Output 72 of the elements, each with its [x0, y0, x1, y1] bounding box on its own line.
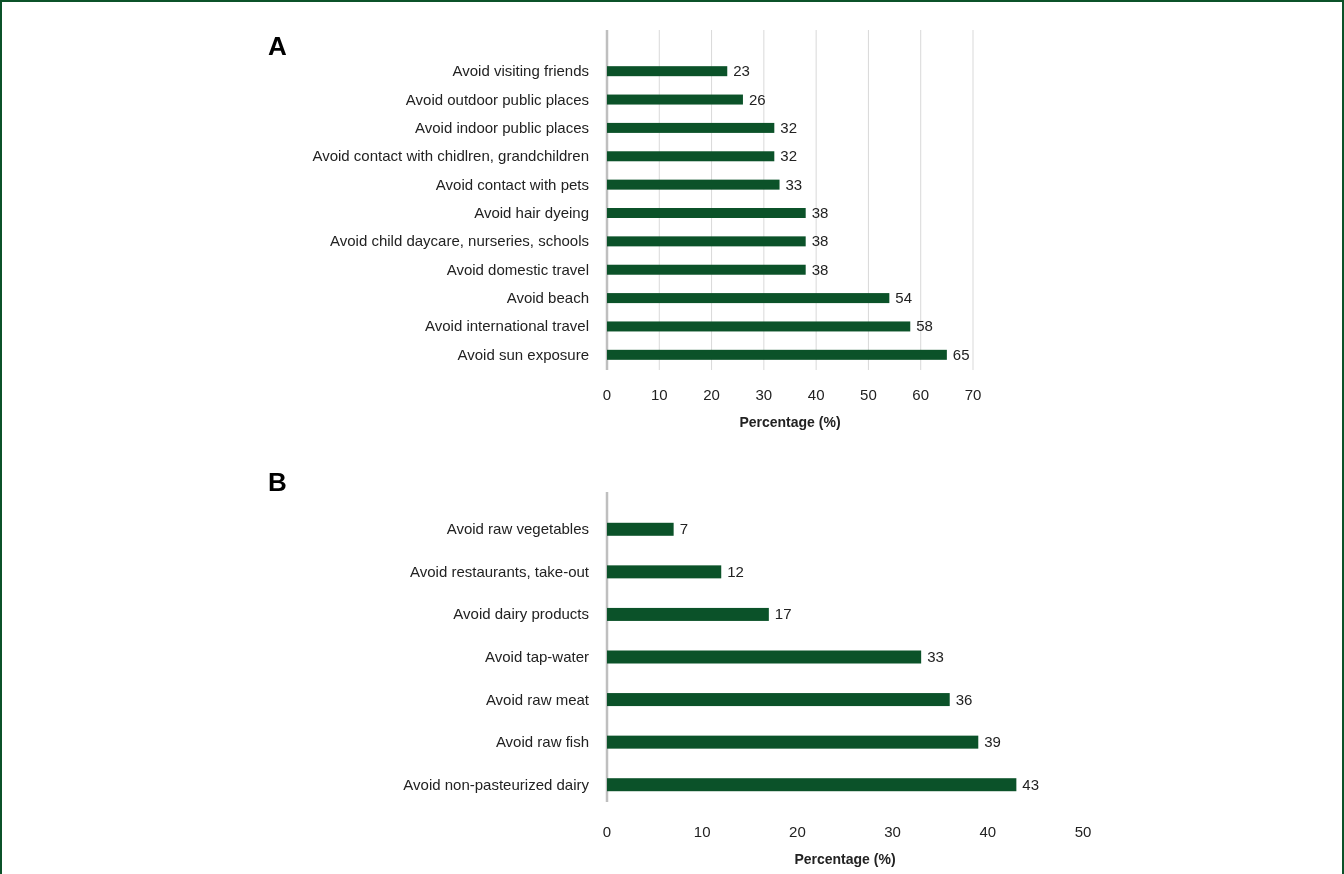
y-tick-label: Avoid visiting friends — [452, 62, 589, 80]
data-label: 54 — [895, 289, 913, 307]
data-label: 17 — [774, 605, 792, 623]
data-label: 58 — [916, 317, 933, 335]
y-tick-label: Avoid tap-water — [485, 648, 589, 665]
bar — [607, 349, 947, 360]
bar — [607, 236, 806, 247]
bar — [607, 264, 806, 275]
bar — [607, 321, 911, 332]
data-label: 32 — [780, 147, 797, 165]
bar — [607, 735, 979, 749]
y-tick-label: Avoid non-pasteurized dairy — [403, 775, 590, 793]
x-tick-label: 30 — [884, 823, 901, 840]
data-label: 43 — [1022, 775, 1040, 793]
x-tick-label: 20 — [789, 823, 806, 840]
y-tick-label: Avoid dairy products — [453, 605, 589, 623]
bar — [607, 66, 728, 77]
data-label: 23 — [733, 62, 750, 80]
data-label: 12 — [727, 562, 744, 580]
x-axis-title: Percentage (%) — [739, 414, 841, 430]
y-tick-label: Avoid domestic travel — [446, 260, 589, 278]
y-tick-label: Avoid restaurants, take-out — [410, 562, 590, 580]
bar — [607, 94, 743, 105]
y-tick-label: Avoid raw meat — [485, 690, 590, 708]
data-label: 7 — [679, 520, 688, 538]
data-label: 39 — [984, 733, 1001, 751]
bar — [607, 607, 769, 621]
data-label: 36 — [955, 690, 973, 708]
data-label: 65 — [952, 345, 970, 363]
x-tick-label: 0 — [602, 386, 612, 403]
bar — [607, 565, 722, 579]
y-tick-label: Avoid hair dyeing — [474, 204, 589, 221]
y-tick-label: Avoid beach — [506, 289, 589, 307]
data-label: 33 — [785, 175, 803, 193]
x-tick-label: 60 — [912, 386, 930, 403]
y-tick-label: Avoid raw vegetables — [446, 520, 589, 538]
y-tick-label: Avoid outdoor public places — [405, 90, 589, 108]
y-tick-label: Avoid contact with chidlren, grandchildren — [312, 147, 589, 165]
data-label: 38 — [811, 260, 829, 278]
data-label: 33 — [927, 648, 944, 665]
bar — [607, 293, 890, 304]
y-tick-label: Avoid contact with pets — [435, 175, 589, 193]
bar — [607, 122, 775, 133]
x-tick-label: 70 — [964, 386, 982, 403]
x-tick-label: 10 — [693, 823, 711, 840]
bar — [607, 650, 922, 664]
y-tick-label: Avoid indoor public places — [414, 118, 589, 136]
text: A — [268, 31, 287, 61]
bar — [607, 778, 1017, 792]
bar — [607, 208, 806, 218]
bar — [607, 522, 674, 536]
y-tick-label: Avoid raw fish — [495, 733, 589, 751]
bar — [607, 151, 775, 162]
bar — [607, 179, 780, 190]
x-tick-label: 50 — [1074, 823, 1092, 840]
x-axis-title: Percentage (%) — [794, 851, 896, 867]
data-label: 32 — [780, 118, 797, 136]
y-tick-label: Avoid sun exposure — [457, 345, 589, 363]
x-tick-label: 20 — [703, 386, 720, 403]
data-label: 38 — [811, 232, 829, 250]
text: B — [268, 467, 287, 497]
bar — [607, 693, 950, 707]
x-tick-label: 30 — [755, 386, 773, 403]
x-tick-label: 40 — [807, 386, 825, 403]
data-label: 38 — [811, 204, 829, 221]
x-tick-label: 0 — [602, 823, 612, 840]
x-tick-label: 40 — [979, 823, 997, 840]
x-tick-label: 10 — [650, 386, 668, 403]
x-tick-label: 50 — [860, 386, 877, 403]
y-tick-label: Avoid child daycare, nurseries, schools — [329, 232, 589, 250]
y-tick-label: Avoid international travel — [425, 317, 589, 335]
data-label: 26 — [748, 90, 766, 108]
